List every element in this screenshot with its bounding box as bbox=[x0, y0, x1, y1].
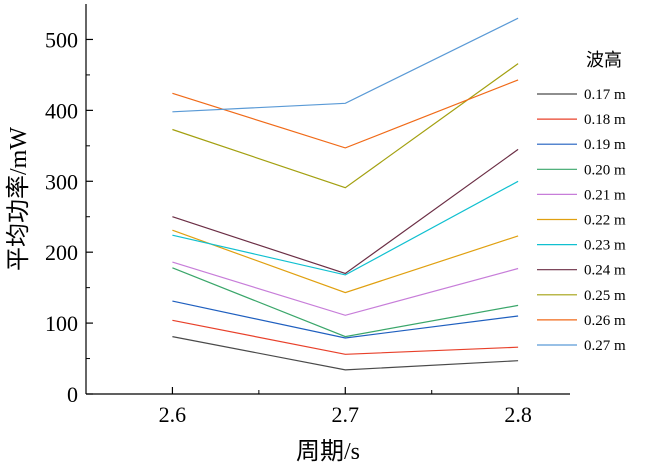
legend-label: 0.24 m bbox=[584, 263, 626, 279]
legend-label: 0.22 m bbox=[584, 213, 626, 229]
series-line bbox=[172, 148, 519, 275]
series-line bbox=[172, 79, 519, 149]
legend: 波高 0.17 m 0.18 m 0.19 m 0.20 m 0.21 m 0.22 m 0… bbox=[537, 50, 626, 354]
y-tick-label: 0 bbox=[67, 382, 78, 407]
series-line bbox=[172, 17, 519, 113]
y-ticks: 0 100 200 300 400 500 bbox=[45, 27, 93, 407]
plot-area: 0 100 200 300 400 500 2.6 2.7 2.8 bbox=[45, 4, 570, 427]
series-line bbox=[172, 229, 519, 294]
legend-label: 0.20 m bbox=[584, 162, 626, 178]
series-line bbox=[172, 261, 519, 316]
series-line bbox=[172, 267, 519, 338]
series-line bbox=[172, 300, 519, 339]
x-tick-label: 2.8 bbox=[504, 402, 532, 427]
x-ticks: 2.6 2.7 2.8 bbox=[159, 387, 532, 427]
y-tick-label: 400 bbox=[45, 98, 78, 123]
y-tick-label: 200 bbox=[45, 240, 78, 265]
legend-label: 0.23 m bbox=[584, 238, 626, 254]
legend-title: 波高 bbox=[586, 50, 622, 70]
series-line bbox=[172, 180, 519, 276]
legend-label: 0.18 m bbox=[584, 112, 626, 128]
y-tick-label: 300 bbox=[45, 169, 78, 194]
series-line bbox=[172, 336, 519, 371]
series-lines bbox=[172, 17, 519, 371]
legend-label: 0.27 m bbox=[584, 338, 626, 354]
y-axis-title: 平均功率/mW bbox=[5, 127, 32, 271]
series-line bbox=[172, 319, 519, 355]
y-tick-label: 100 bbox=[45, 311, 78, 336]
legend-label: 0.26 m bbox=[584, 313, 626, 329]
x-tick-label: 2.7 bbox=[332, 402, 360, 427]
series-line bbox=[172, 63, 519, 189]
legend-label: 0.25 m bbox=[584, 288, 626, 304]
legend-label: 0.17 m bbox=[584, 87, 626, 103]
legend-label: 0.21 m bbox=[584, 187, 626, 203]
x-tick-label: 2.6 bbox=[159, 402, 187, 427]
legend-label: 0.19 m bbox=[584, 137, 626, 153]
y-tick-label: 500 bbox=[45, 27, 78, 52]
x-axis-title: 周期/s bbox=[296, 439, 360, 465]
